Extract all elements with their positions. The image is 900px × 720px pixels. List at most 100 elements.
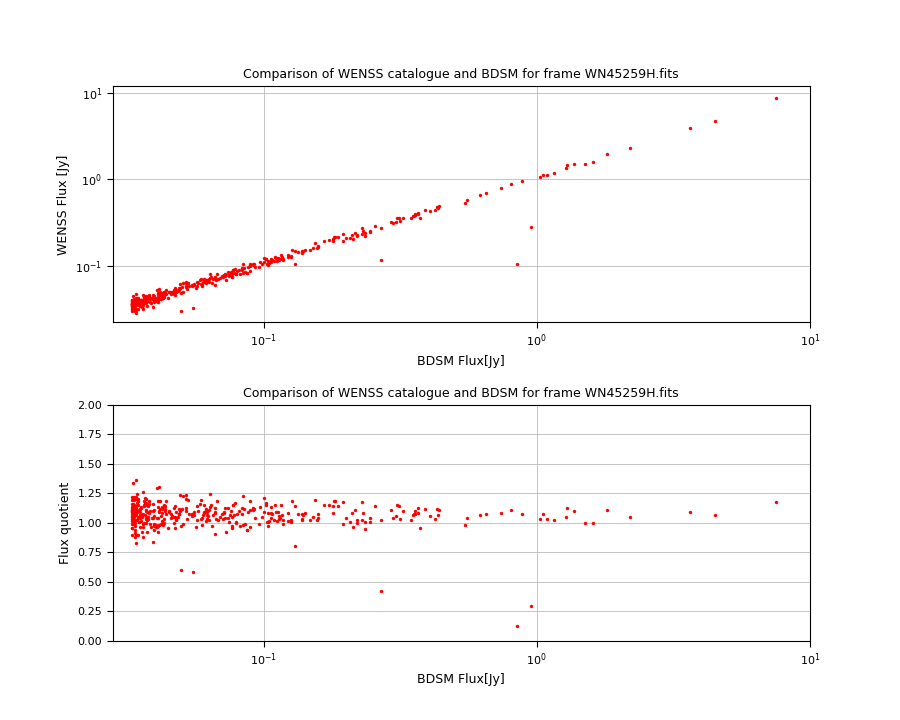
Point: [136, 289, 150, 300]
Point: [264, 253, 278, 264]
Point: [261, 256, 275, 267]
Point: [208, 505, 222, 517]
Point: [136, 518, 150, 529]
Point: [284, 495, 299, 507]
Point: [212, 512, 227, 523]
Point: [136, 521, 150, 532]
Point: [238, 518, 252, 529]
Point: [173, 505, 187, 517]
Point: [152, 294, 166, 305]
Point: [196, 274, 211, 285]
Point: [142, 290, 157, 302]
Point: [150, 512, 165, 523]
Point: [142, 498, 157, 510]
Point: [224, 505, 238, 517]
Point: [336, 496, 350, 508]
Point: [328, 231, 342, 243]
Point: [130, 500, 145, 511]
Point: [201, 275, 215, 287]
Point: [196, 499, 211, 510]
Point: [190, 500, 204, 512]
Point: [168, 286, 183, 297]
Point: [206, 274, 220, 285]
Point: [128, 302, 142, 313]
Point: [151, 513, 166, 524]
Point: [155, 508, 169, 519]
Point: [140, 511, 155, 523]
Point: [127, 300, 141, 311]
Point: [295, 514, 310, 526]
Point: [125, 477, 140, 489]
Point: [125, 303, 140, 315]
Point: [210, 495, 224, 507]
Point: [516, 508, 530, 520]
Point: [169, 284, 184, 296]
Point: [144, 521, 158, 533]
Point: [125, 298, 140, 310]
Point: [129, 298, 143, 310]
Point: [131, 505, 146, 517]
Point: [275, 254, 290, 266]
Point: [133, 503, 148, 515]
Point: [184, 508, 199, 520]
Point: [539, 169, 554, 181]
Point: [168, 289, 183, 301]
Point: [586, 518, 600, 529]
Point: [140, 493, 154, 505]
Point: [228, 263, 242, 274]
Point: [130, 296, 144, 307]
Point: [144, 297, 158, 308]
Point: [130, 294, 144, 305]
Point: [218, 503, 232, 514]
Point: [153, 290, 167, 302]
Point: [125, 505, 140, 517]
Point: [383, 216, 398, 228]
Point: [256, 506, 271, 518]
Point: [194, 279, 208, 290]
Point: [708, 115, 723, 127]
Point: [284, 516, 299, 528]
Point: [205, 520, 220, 531]
Point: [238, 266, 252, 278]
Point: [179, 280, 194, 292]
Point: [355, 228, 369, 239]
X-axis label: BDSM Flux[Jy]: BDSM Flux[Jy]: [418, 673, 505, 686]
Point: [272, 254, 286, 266]
Point: [127, 294, 141, 305]
Point: [129, 307, 143, 318]
Point: [221, 502, 236, 513]
Point: [153, 503, 167, 514]
Point: [150, 297, 165, 308]
Point: [326, 508, 340, 519]
Point: [284, 514, 298, 526]
Point: [174, 305, 188, 317]
Point: [356, 222, 370, 234]
Point: [310, 241, 325, 253]
Point: [127, 300, 141, 312]
Point: [208, 272, 222, 284]
Point: [125, 299, 140, 310]
Point: [683, 122, 698, 134]
Point: [264, 508, 278, 519]
Point: [259, 499, 274, 510]
Point: [186, 509, 201, 521]
Point: [200, 275, 214, 287]
Point: [149, 295, 164, 307]
Point: [157, 286, 171, 297]
Point: [346, 507, 360, 518]
Point: [127, 296, 141, 307]
Point: [295, 247, 310, 258]
Point: [389, 216, 403, 228]
Point: [130, 529, 145, 541]
Point: [623, 512, 637, 523]
Point: [150, 287, 165, 298]
Point: [205, 277, 220, 289]
Point: [242, 266, 256, 277]
Point: [295, 513, 310, 525]
Point: [127, 508, 141, 519]
Point: [222, 509, 237, 521]
Point: [356, 496, 370, 508]
Point: [129, 537, 143, 549]
Point: [172, 508, 186, 520]
Point: [125, 508, 140, 520]
